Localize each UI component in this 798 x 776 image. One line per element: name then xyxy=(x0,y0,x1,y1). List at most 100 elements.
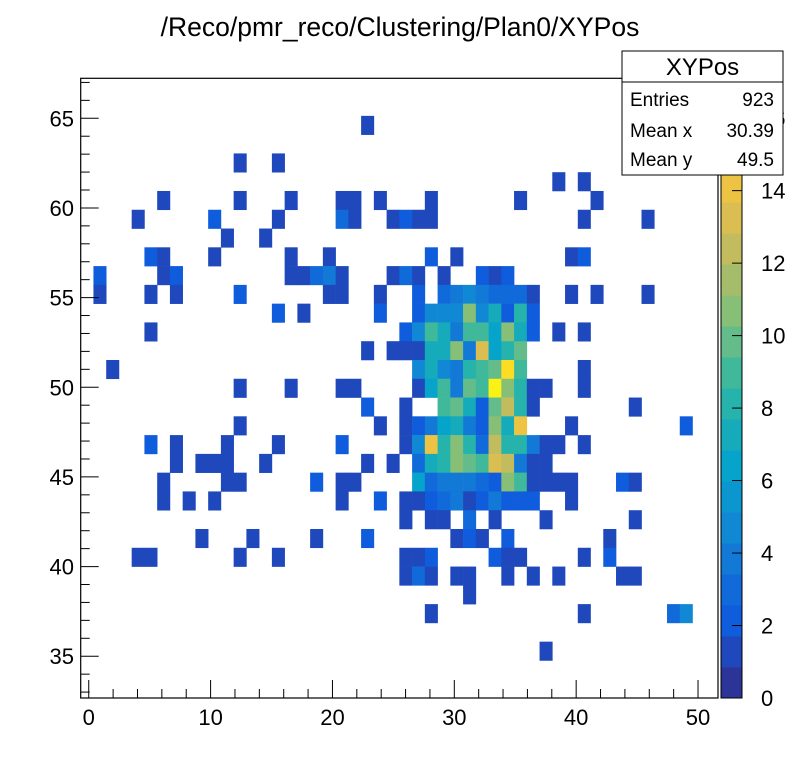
heatmap-cell xyxy=(386,453,400,473)
heatmap-cell xyxy=(552,172,566,192)
heatmap-cell xyxy=(463,491,477,511)
heatmap-cell xyxy=(208,209,222,229)
stats-mean-y-label: Mean y xyxy=(630,150,693,171)
stats-entries-value: 923 xyxy=(742,90,774,111)
heatmap-cell xyxy=(361,528,375,549)
heatmap-cell xyxy=(131,547,145,567)
heatmap-cell xyxy=(450,284,464,304)
heatmap-cell xyxy=(399,491,413,511)
heatmap-cell xyxy=(552,435,566,455)
heatmap-cell xyxy=(679,604,693,624)
heatmap-cell xyxy=(628,472,642,492)
heatmap-cell xyxy=(501,547,515,567)
heatmap-cell xyxy=(157,190,171,211)
palette-band xyxy=(721,543,742,575)
heatmap-cell xyxy=(514,435,528,455)
y-axis: 35 40 45 50 55 60 65 xyxy=(50,81,99,693)
y-tick-label: 65 xyxy=(50,106,74,131)
heatmap-cell xyxy=(412,209,426,229)
heatmap-cell xyxy=(195,453,209,473)
heatmap-cell xyxy=(399,266,413,286)
palette-tick-label: 0 xyxy=(761,686,773,711)
heatmap-cell xyxy=(526,397,540,417)
heatmap-cell xyxy=(488,378,502,398)
heatmap-cell xyxy=(412,322,426,342)
heatmap-cell xyxy=(450,453,464,473)
heatmap-cell xyxy=(297,303,311,323)
heatmap-cell xyxy=(220,435,234,455)
heatmap-cell xyxy=(220,472,234,492)
heatmap-cell xyxy=(577,547,591,567)
heatmap-cell xyxy=(284,190,298,211)
heatmap-cell xyxy=(399,209,413,229)
heatmap-cell xyxy=(514,416,528,436)
heatmap-cell xyxy=(488,359,502,380)
heatmap-cell xyxy=(335,435,349,455)
palette-band xyxy=(721,295,742,327)
heatmap-cell xyxy=(424,416,438,436)
heatmap-cell xyxy=(399,435,413,455)
heatmap-cell xyxy=(450,322,464,342)
heatmap-cell xyxy=(514,547,528,567)
heatmap-cell xyxy=(577,604,591,624)
heatmap-cell xyxy=(514,472,528,492)
heatmap-cell xyxy=(552,472,566,492)
heatmap-cell xyxy=(501,472,515,492)
heatmap-cell xyxy=(526,491,540,511)
heatmap-cell xyxy=(450,359,464,380)
heatmap-cell xyxy=(93,284,107,304)
heatmap-cell xyxy=(424,209,438,229)
heatmap-cell xyxy=(539,378,553,398)
heatmap-cell xyxy=(208,247,222,267)
heatmap-cell xyxy=(373,190,387,211)
heatmap-cell xyxy=(565,284,579,304)
heatmap-cell xyxy=(169,453,183,473)
palette-band xyxy=(721,357,742,389)
palette-band xyxy=(721,264,742,296)
heatmap-cell xyxy=(475,472,489,492)
heatmap-cell xyxy=(424,322,438,342)
heatmap-cell xyxy=(450,416,464,436)
heatmap-cell xyxy=(577,359,591,380)
heatmap-cell xyxy=(488,284,502,304)
heatmap-cell xyxy=(271,209,285,229)
heatmap-cell xyxy=(157,472,171,492)
heatmap-cell xyxy=(463,359,477,380)
heatmap-cell xyxy=(526,472,540,492)
heatmap-cell xyxy=(488,472,502,492)
heatmap-cell xyxy=(348,209,362,229)
heatmap-cell xyxy=(565,416,579,436)
heatmap-cell xyxy=(603,528,617,549)
heatmap-cell xyxy=(233,190,247,211)
heatmap-cell xyxy=(424,453,438,473)
heatmap-cell xyxy=(526,435,540,455)
heatmap-cell xyxy=(412,566,426,586)
y-tick-label: 55 xyxy=(50,286,74,311)
heatmap-cell xyxy=(233,284,247,304)
palette-band xyxy=(721,481,742,513)
heatmap-cell xyxy=(412,378,426,398)
x-tick-label: 30 xyxy=(442,705,466,730)
heatmap-cell xyxy=(501,341,515,361)
heatmap-cell xyxy=(488,453,502,473)
heatmap-cell xyxy=(463,510,477,530)
heatmap-cell xyxy=(208,453,222,473)
heatmap-cell xyxy=(475,341,489,361)
heatmap-cell xyxy=(271,303,285,323)
heatmap-cell xyxy=(463,566,477,586)
heatmap-cell xyxy=(501,566,515,586)
stats-entries-label: Entries xyxy=(630,90,689,111)
heatmap-cell xyxy=(437,359,451,380)
y-tick-label: 60 xyxy=(50,196,74,221)
heatmap-cell xyxy=(144,284,158,304)
palette-tick-label: 6 xyxy=(761,469,773,494)
palette-tick-label: 10 xyxy=(761,324,785,349)
heatmap-cell xyxy=(399,566,413,586)
heatmap-cell xyxy=(463,472,477,492)
heatmap-cell xyxy=(144,435,158,455)
palette-band xyxy=(721,450,742,482)
heatmap-cell xyxy=(475,322,489,342)
heatmap-cell xyxy=(399,416,413,436)
heatmap-cell xyxy=(679,416,693,436)
heatmap-cell xyxy=(463,585,477,605)
